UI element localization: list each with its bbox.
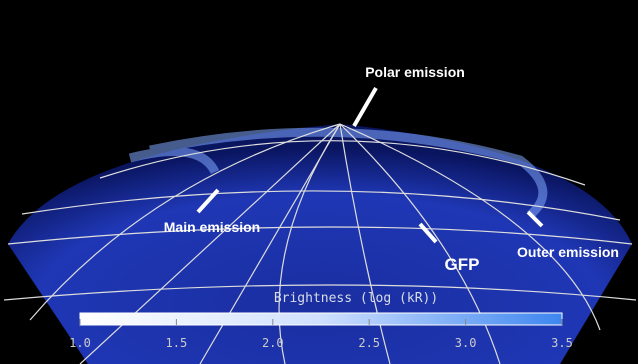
colorbar-tick-label: 2.0 [262, 336, 284, 350]
colorbar [80, 313, 562, 325]
page: Polar emission Main emission GFP Outer e… [0, 0, 638, 364]
colorbar-title: Brightness (log (kR)) [274, 291, 438, 306]
annotation: Polar emission [365, 64, 465, 80]
colorbar-tick-label: 1.0 [69, 336, 91, 350]
colorbar-tick-label: 3.0 [455, 336, 477, 350]
colorbar-tick-label: 1.5 [166, 336, 188, 350]
aurora-image: Polar emission Main emission GFP Outer e… [0, 0, 638, 364]
annotation: Main emission [164, 219, 260, 235]
annotation: Outer emission [517, 244, 619, 260]
annotation: GFP [445, 255, 480, 274]
colorbar-tick-label: 3.5 [551, 336, 573, 350]
colorbar-tick-label: 2.5 [358, 336, 380, 350]
